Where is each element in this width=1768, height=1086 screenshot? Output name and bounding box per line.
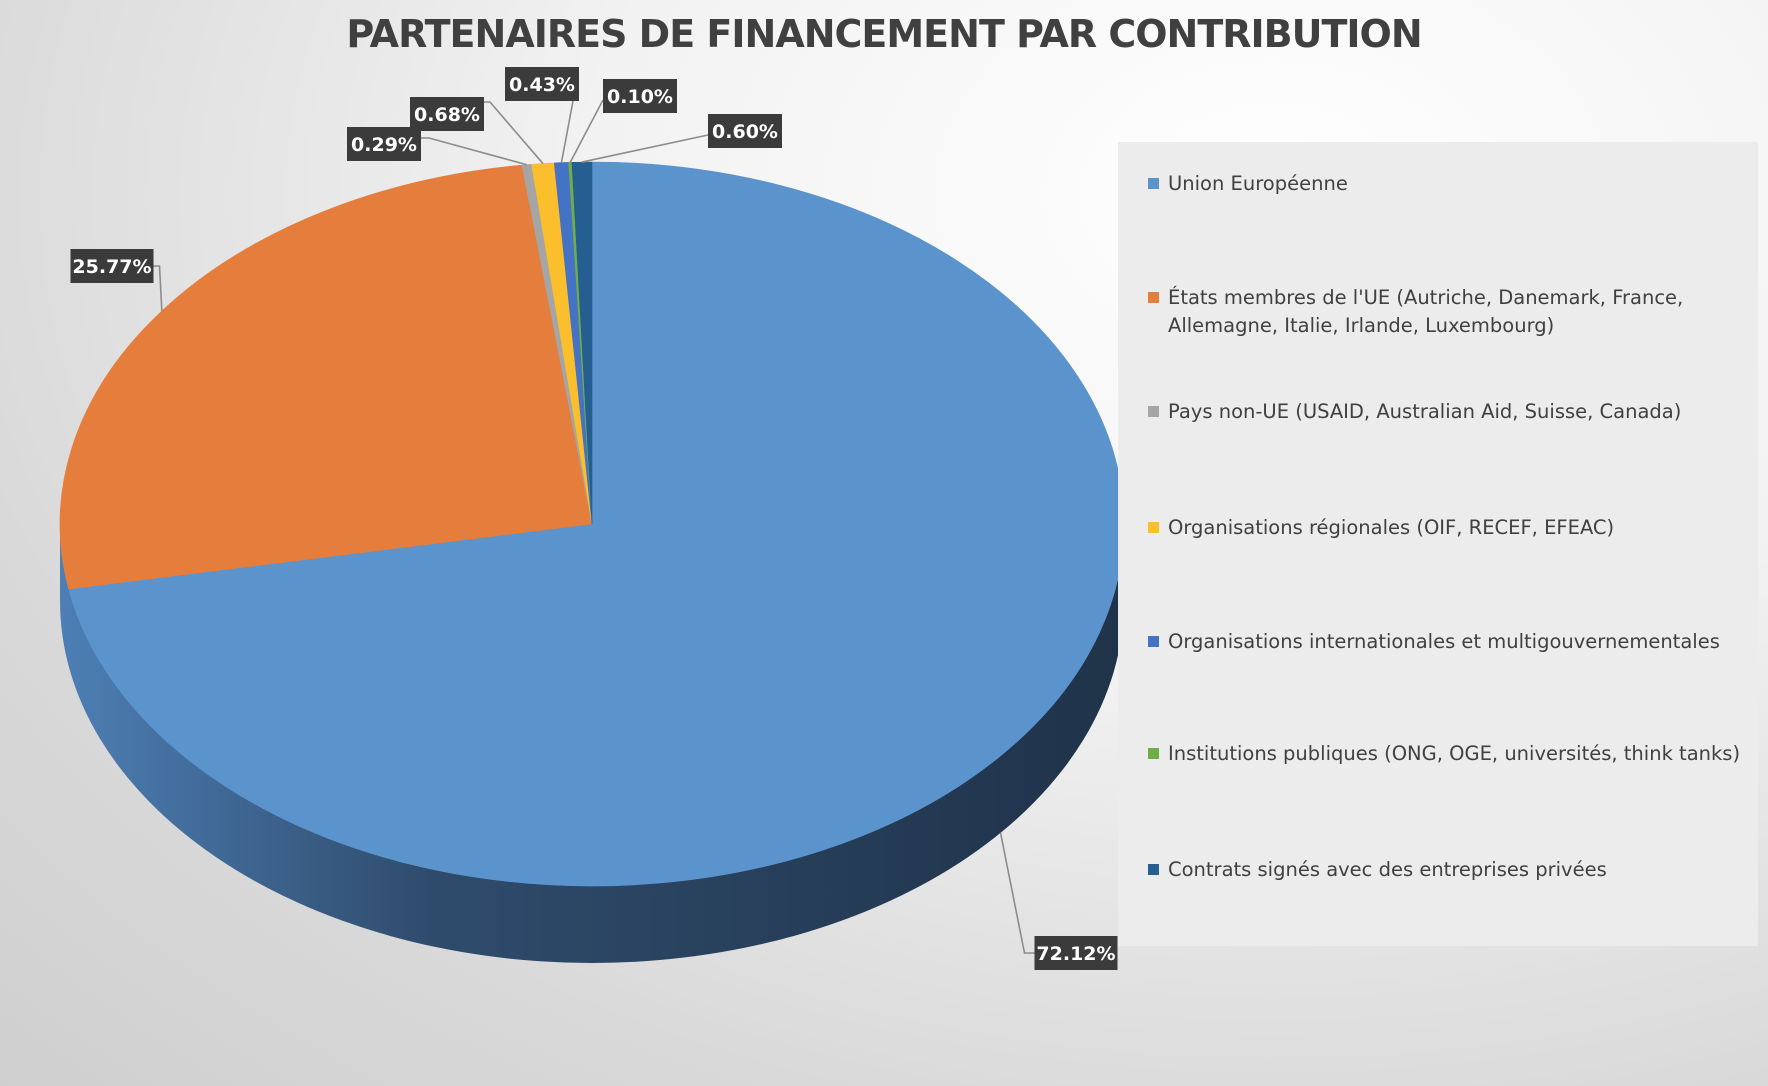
data-label-6: 0.10% [603,79,677,113]
legend-label: États membres de l'UE (Autriche, Danemar… [1168,286,1684,337]
legend-swatch [1148,748,1159,759]
legend-item: Union Européenne [1148,170,1768,198]
data-label-box [347,127,421,161]
legend-label: Union Européenne [1168,172,1348,195]
legend-label: Pays non-UE (USAID, Australian Aid, Suis… [1168,400,1682,423]
leader-line-1 [999,832,1035,954]
data-label-text: 25.77% [72,256,151,278]
leader-line-7 [581,134,709,163]
data-label-box [410,97,484,131]
pie-side [60,524,1124,963]
data-label-box [1034,936,1118,970]
leader-line-6 [569,99,604,163]
legend-label: Institutions publiques (ONG, OGE, univer… [1168,742,1741,765]
legend: Union Européenne États membres de l'UE (A… [1118,142,1758,946]
legend-swatch [1148,292,1159,303]
data-label-box [70,249,154,283]
data-label-text: 0.43% [509,74,575,96]
pie-side-wall [60,524,1124,963]
pie-slice-2 [59,164,593,590]
legend-label: Contrats signés avec des entreprises pri… [1168,858,1607,881]
legend-swatch [1148,864,1159,875]
chart-title: PARTENAIRES DE FINANCEMENT PAR CONTRIBUT… [346,12,1422,56]
data-label-5: 0.43% [505,67,579,101]
legend-item: Organisations internationales et multigo… [1148,628,1768,656]
legend-swatch [1148,178,1159,189]
data-label-text: 0.60% [712,121,778,143]
legend-item: Contrats signés avec des entreprises pri… [1148,856,1768,884]
data-label-text: 72.12% [1036,943,1115,965]
legend-label: Organisations internationales et multigo… [1168,630,1720,653]
legend-item: Pays non-UE (USAID, Australian Aid, Suis… [1148,398,1768,426]
data-labels: 72.12% 25.77% 0.29% 0.68% 0.43% 0.10% 0.60% [70,67,1118,970]
data-label-text: 0.10% [607,86,673,108]
data-label-2: 25.77% [70,249,154,283]
legend-swatch [1148,636,1159,647]
legend-item: Institutions publiques (ONG, OGE, univer… [1148,740,1768,768]
data-label-box [505,67,579,101]
leader-line-5 [560,100,574,163]
legend-item: Organisations régionales (OIF, RECEF, EF… [1148,514,1768,542]
leader-line-3 [415,137,528,166]
data-label-text: 0.29% [351,134,417,156]
legend-swatch [1148,406,1159,417]
data-label-3: 0.29% [347,127,421,161]
data-label-text: 0.68% [414,104,480,126]
legend-swatch [1148,522,1159,533]
data-label-7: 0.60% [708,114,782,148]
legend-label: Organisations régionales (OIF, RECEF, EF… [1168,516,1615,539]
pie-top [59,161,1125,887]
data-label-box [603,79,677,113]
legend-item: États membres de l'UE (Autriche, Danemar… [1148,284,1768,340]
pie-slice-1 [68,161,1125,887]
data-label-1: 72.12% [1034,936,1118,970]
data-label-box [708,114,782,148]
data-label-4: 0.68% [410,97,484,131]
leader-line-2 [153,265,163,312]
